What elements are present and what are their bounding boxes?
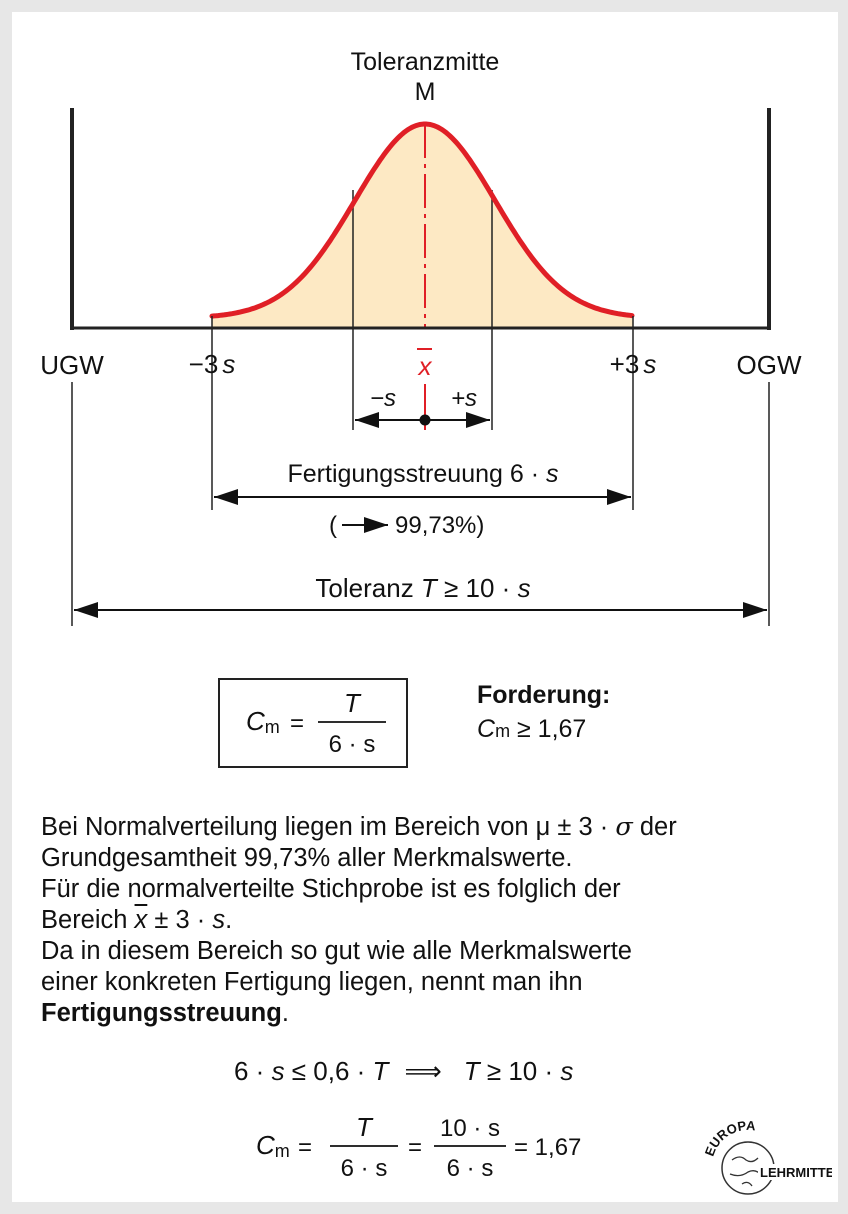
mean-dot bbox=[419, 414, 431, 426]
globe-continents-icon bbox=[729, 1156, 763, 1187]
para-line-4: Bereich x ± 3 · s. bbox=[41, 906, 233, 934]
minus-s-label: −s bbox=[370, 385, 396, 412]
equation-2-den2: 6 · s bbox=[447, 1155, 494, 1182]
center-symbol: M bbox=[415, 78, 436, 106]
cm-denominator: 6 · s bbox=[329, 731, 376, 758]
para-line-5: Da in diesem Bereich so gut wie alle Mer… bbox=[41, 937, 632, 965]
spread-paren-open: ( bbox=[329, 512, 337, 539]
para-line-2: Grundgesamtheit 99,73% aller Merkmalswer… bbox=[41, 844, 573, 872]
minus-3s-label: −3 s bbox=[189, 349, 236, 379]
distribution-curve bbox=[209, 121, 635, 319]
lower-limit-label: UGW bbox=[40, 350, 104, 380]
equation-2-den1: 6 · s bbox=[341, 1155, 388, 1182]
cm-numerator: T bbox=[344, 688, 362, 718]
equation-2-num2: 10 · s bbox=[440, 1115, 500, 1142]
distribution-area bbox=[212, 124, 633, 328]
explanation-paragraph: Bei Normalverteilung liegen im Bereich v… bbox=[41, 812, 821, 1029]
requirement-title: Forderung: bbox=[477, 681, 611, 709]
equations: 6 · s ≤ 0,6 · T ⟹ T ≥ 10 · s Cm = T 6 · s … bbox=[234, 1056, 581, 1182]
equation-1: 6 · s ≤ 0,6 · T ⟹ T ≥ 10 · s bbox=[234, 1056, 573, 1086]
requirement: Forderung: Cm ≥ 1,67 bbox=[477, 678, 610, 748]
requirement-formula: Cm ≥ 1,67 bbox=[477, 715, 587, 743]
cm-formula: Cm = T 6 · s bbox=[246, 688, 386, 758]
equation-2-eq2: = bbox=[408, 1134, 422, 1161]
xbar-label: x bbox=[417, 351, 433, 381]
logo-label-background bbox=[758, 1164, 828, 1180]
plus-s-label: +s bbox=[451, 385, 477, 412]
para-line-6: einer konkreten Fertigung liegen, nennt … bbox=[41, 968, 583, 996]
equation-2-result: = 1,67 bbox=[514, 1134, 581, 1161]
para-line-7: Fertigungsstreuung. bbox=[41, 999, 289, 1027]
logo-bottom-text: LEHRMITTEL bbox=[760, 1165, 832, 1180]
upper-limit-label: OGW bbox=[737, 350, 802, 380]
para-line-3: Für die normalverteilte Stichprobe ist e… bbox=[41, 875, 621, 903]
equation-2-cm: Cm bbox=[256, 1130, 290, 1161]
center-label: Toleranzmitte bbox=[351, 48, 500, 76]
cm-symbol: Cm bbox=[246, 706, 280, 737]
cm-equals: = bbox=[290, 710, 304, 737]
logo-top-text: EUROPA bbox=[702, 1120, 757, 1158]
page: Toleranzmitte M UGW OGW −3 s +3 s x −s +s … bbox=[12, 12, 838, 1202]
spread-percent: 99,73%) bbox=[395, 512, 484, 539]
spread-label: Fertigungsstreuung 6 · s bbox=[288, 460, 559, 488]
europa-lehrmittel-logo: EUROPA LEHRMITTEL bbox=[702, 1120, 832, 1195]
cm-formula-box: Cm = T 6 · s bbox=[218, 678, 408, 768]
tolerance-diagram: Toleranzmitte M UGW OGW −3 s +3 s x −s +s … bbox=[40, 48, 802, 626]
tolerance-label: Toleranz T ≥ 10 · s bbox=[315, 573, 530, 603]
plus-3s-label: +3 s bbox=[610, 349, 657, 379]
equation-2-eq1: = bbox=[298, 1134, 312, 1161]
para-line-1: Bei Normalverteilung liegen im Bereich v… bbox=[41, 812, 677, 842]
equation-2-num1: T bbox=[356, 1112, 374, 1142]
